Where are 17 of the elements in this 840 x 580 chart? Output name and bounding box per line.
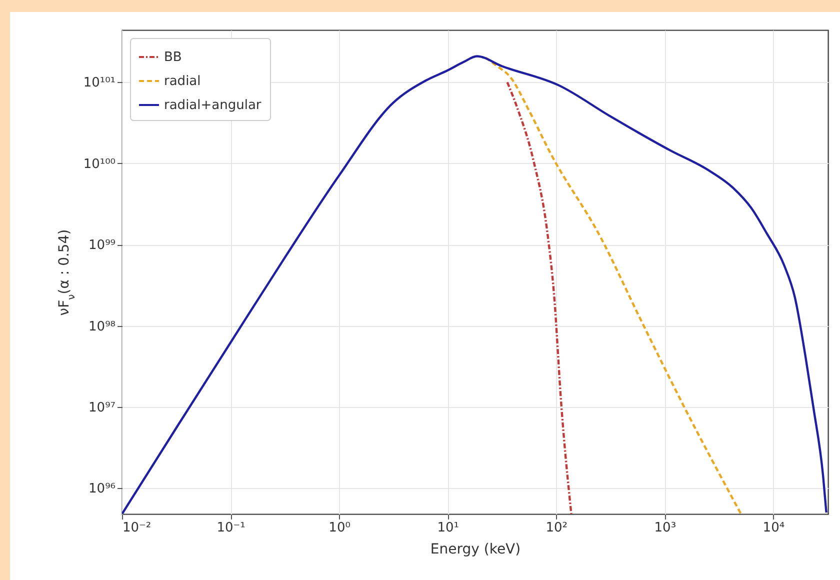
x-tick-label: 10⁻¹: [216, 520, 246, 536]
x-axis-title: Energy (keV): [430, 542, 521, 558]
x-tick-label: 10⁴: [762, 520, 785, 536]
y-tick-label: 10¹⁰⁰: [83, 156, 116, 172]
y-tick-label: 10⁹⁶: [88, 482, 116, 497]
x-tick-label: 10²: [546, 520, 568, 536]
legend-label: radial: [164, 74, 201, 89]
x-tick-label: 10⁻²: [122, 520, 152, 536]
y-tick-label: 10¹⁰¹: [83, 76, 116, 91]
y-tick-label: 10⁹⁹: [88, 238, 116, 254]
x-tick-label: 10³: [654, 520, 676, 536]
y-tick-label: 10⁹⁷: [88, 400, 116, 416]
x-tick-label: 10¹: [437, 520, 459, 536]
legend-label: radial+angular: [164, 98, 262, 113]
legend-label: BB: [164, 50, 182, 65]
y-tick-label: 10⁹⁸: [88, 319, 116, 334]
x-tick-label: 10⁰: [328, 520, 350, 536]
